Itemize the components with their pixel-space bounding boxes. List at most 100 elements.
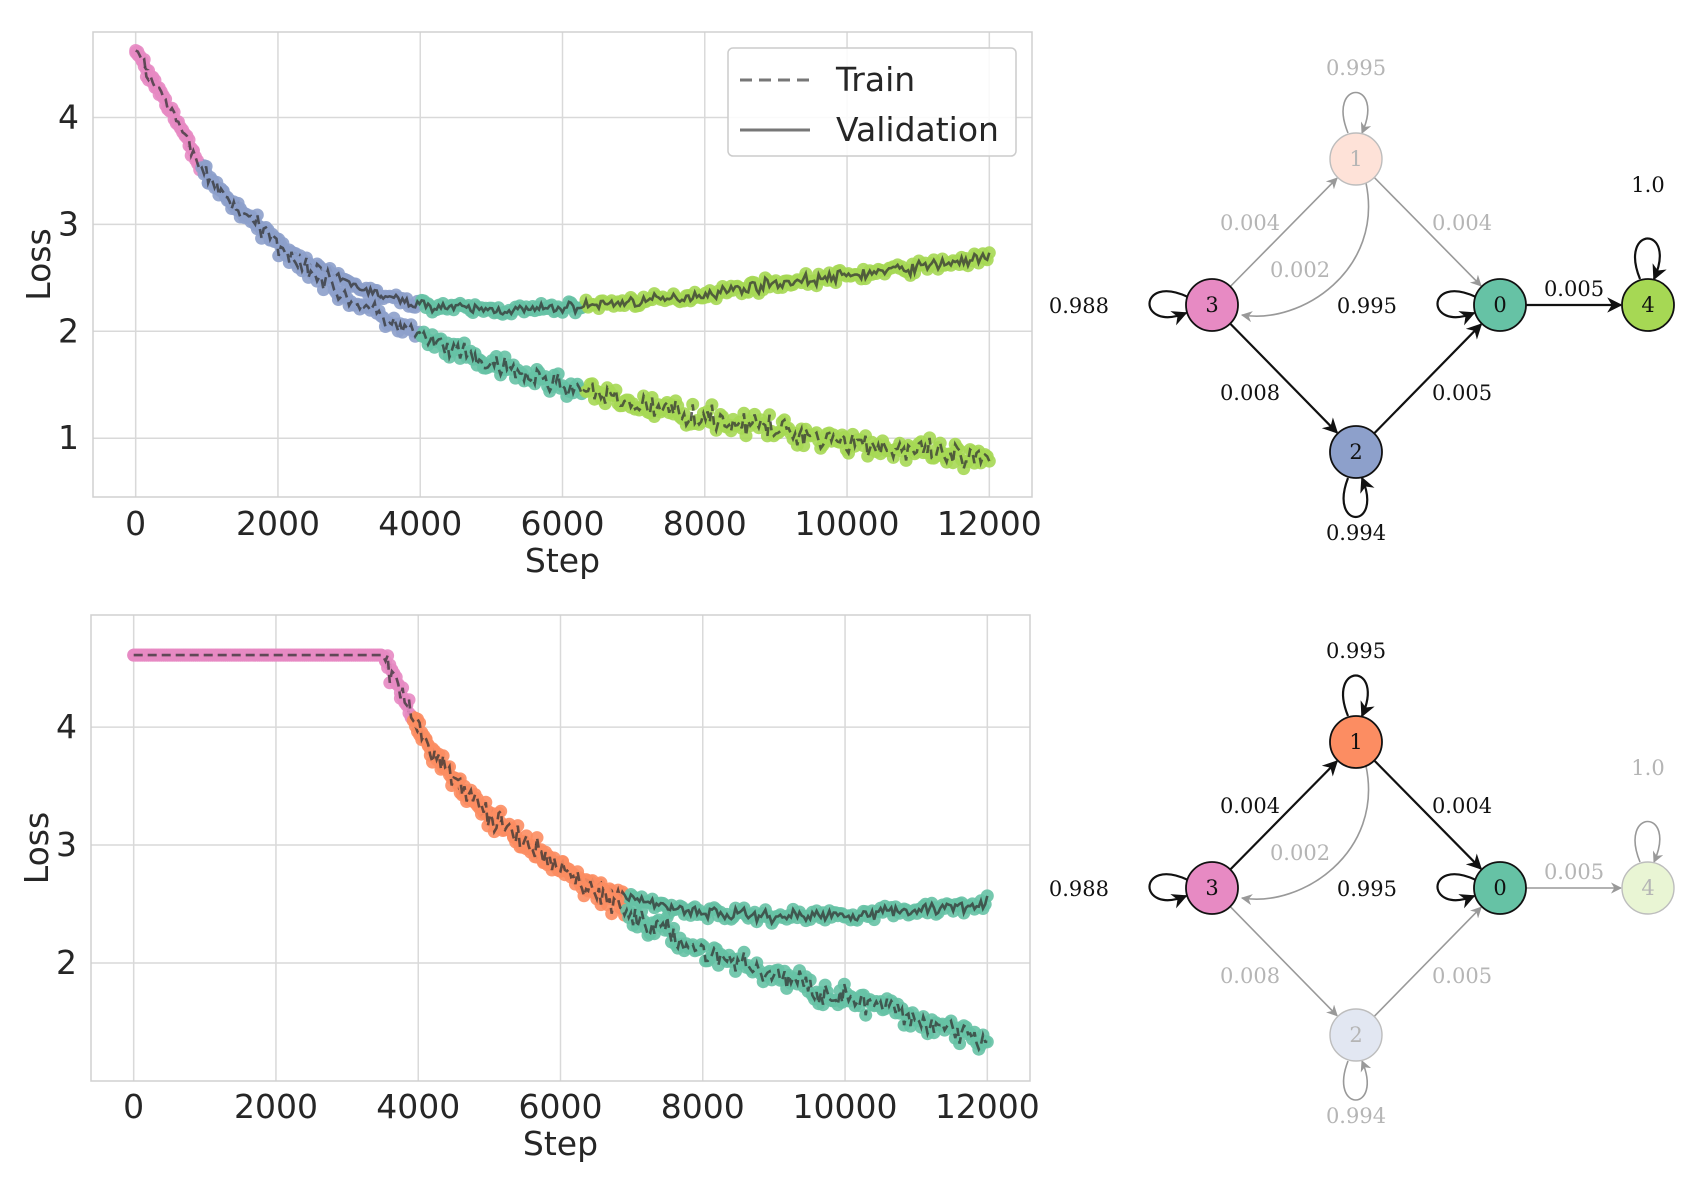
edge-3-to-2: 0.008 <box>1220 322 1339 434</box>
state-node-label: 1 <box>1349 147 1362 171</box>
edge-1-to-0: 0.004 <box>1373 759 1492 870</box>
edge-1-to-1: 0.995 <box>1326 56 1386 135</box>
state-node-3: 3 <box>1185 278 1239 332</box>
edge-4-to-4: 1.0 <box>1631 756 1665 864</box>
edge-arrow <box>1148 290 1189 326</box>
x-tick-label: 8000 <box>661 1087 745 1126</box>
edge-probability-label: 1.0 <box>1631 173 1664 197</box>
edge-probability-label: 0.004 <box>1220 211 1280 235</box>
state-node-label: 0 <box>1493 293 1506 317</box>
y-axis-label: Loss <box>17 812 56 884</box>
edge-probability-label: 0.995 <box>1326 639 1386 663</box>
edge-arrow <box>1229 760 1339 871</box>
edge-1-to-1: 0.995 <box>1326 639 1386 718</box>
loss-point <box>494 804 508 818</box>
edge-2-to-2: 0.994 <box>1326 1059 1386 1128</box>
edge-1-to-0: 0.004 <box>1373 176 1492 287</box>
edge-probability-label: 0.008 <box>1220 964 1280 988</box>
x-tick-label: 10000 <box>793 1087 898 1126</box>
edge-3-to-1: 0.004 <box>1220 177 1338 288</box>
edge-arrow <box>1240 182 1370 323</box>
x-tick-label: 0 <box>123 1087 144 1126</box>
state-node-circle <box>1185 278 1239 332</box>
state-node-circle <box>1185 861 1239 915</box>
loss-point <box>609 383 623 397</box>
edge-arrow <box>1436 873 1477 909</box>
edge-0-to-4: 0.005 <box>1526 860 1623 894</box>
edge-probability-label: 0.994 <box>1326 521 1386 545</box>
edge-probability-label: 0.995 <box>1337 294 1397 318</box>
edge-3-to-3: 0.988 <box>1049 290 1189 326</box>
edge-0-to-0: 0.995 <box>1337 873 1477 909</box>
edge-arrow <box>1342 1059 1372 1101</box>
edge-probability-label: 0.988 <box>1049 294 1109 318</box>
edge-arrow <box>1342 91 1372 135</box>
plot-frame <box>92 31 1033 498</box>
state-node-circle <box>1473 278 1527 332</box>
state-node-label: 3 <box>1205 876 1218 900</box>
state-node-circle <box>1621 861 1675 915</box>
state-node-label: 3 <box>1205 293 1218 317</box>
edge-arrow <box>1148 873 1189 909</box>
loss-point <box>660 910 674 924</box>
bottom-loss-chart: 0 2000 4000 6000 8000 10000 12000 2 3 4 Step Loss <box>17 614 1040 1163</box>
state-node-circle <box>1329 1008 1383 1062</box>
state-node-label: 1 <box>1349 730 1362 754</box>
state-node-circle <box>1329 132 1383 186</box>
edge-probability-label: 0.995 <box>1326 56 1386 80</box>
edge-arrow <box>1229 906 1338 1017</box>
state-node-label: 2 <box>1349 440 1362 464</box>
edge-probability-label: 0.005 <box>1432 964 1492 988</box>
edge-probability-label: 0.004 <box>1432 794 1492 818</box>
state-node-2: 2 <box>1329 425 1383 479</box>
x-tick-label: 10000 <box>795 504 900 543</box>
edge-0-to-0: 0.995 <box>1337 290 1477 326</box>
state-node-0: 0 <box>1473 278 1527 332</box>
edge-probability-label: 0.995 <box>1337 877 1397 901</box>
x-tick-label: 0 <box>125 504 146 543</box>
x-tick-label: 12000 <box>937 504 1042 543</box>
legend-label: Validation <box>836 110 999 149</box>
edge-probability-label: 0.008 <box>1220 381 1280 405</box>
plot-frame <box>90 614 1031 1082</box>
state-node-2: 2 <box>1329 1008 1383 1062</box>
edge-1-to-3: 0.002 <box>1240 182 1370 323</box>
x-axis-label: Step <box>523 1124 598 1163</box>
edge-probability-label: 0.002 <box>1270 258 1330 282</box>
state-node-circle <box>1473 861 1527 915</box>
edge-probability-label: 0.004 <box>1432 211 1492 235</box>
train-series <box>129 44 996 476</box>
edge-arrow <box>1342 476 1375 518</box>
state-node-1: 1 <box>1329 715 1383 769</box>
state-node-3: 3 <box>1185 861 1239 915</box>
edge-probability-label: 1.0 <box>1631 756 1664 780</box>
edge-probability-label: 0.002 <box>1270 841 1330 865</box>
loss-point <box>667 921 681 935</box>
train-line <box>133 653 988 1053</box>
legend-label: Train <box>835 60 915 99</box>
x-tick-label: 8000 <box>663 504 747 543</box>
edge-probability-label: 0.005 <box>1544 860 1604 884</box>
y-tick-label: 3 <box>56 825 77 864</box>
edge-arrow <box>1229 177 1338 288</box>
edge-4-to-4: 1.0 <box>1631 173 1667 281</box>
edge-probability-label: 0.994 <box>1326 1104 1386 1128</box>
state-node-label: 4 <box>1641 293 1654 317</box>
top-state-graph: 0.988 0.995 0.995 1.0 0.994 0.004 0.002 0.004 0.… <box>1049 56 1675 545</box>
y-tick-label: 2 <box>56 943 77 982</box>
state-node-4: 4 <box>1621 861 1675 915</box>
edge-arrow <box>1240 765 1370 906</box>
edge-3-to-3: 0.988 <box>1049 873 1189 909</box>
x-tick-label: 4000 <box>376 1087 460 1126</box>
loss-point <box>737 945 751 959</box>
x-tick-label: 2000 <box>234 1087 318 1126</box>
edge-3-to-1: 0.004 <box>1220 760 1339 871</box>
state-node-0: 0 <box>1473 861 1527 915</box>
edge-probability-label: 0.004 <box>1220 794 1280 818</box>
loss-point <box>436 749 450 763</box>
edge-0-to-4: 0.005 <box>1526 277 1623 313</box>
loss-point <box>982 246 996 260</box>
state-node-4: 4 <box>1621 278 1675 332</box>
train-line <box>135 49 991 474</box>
